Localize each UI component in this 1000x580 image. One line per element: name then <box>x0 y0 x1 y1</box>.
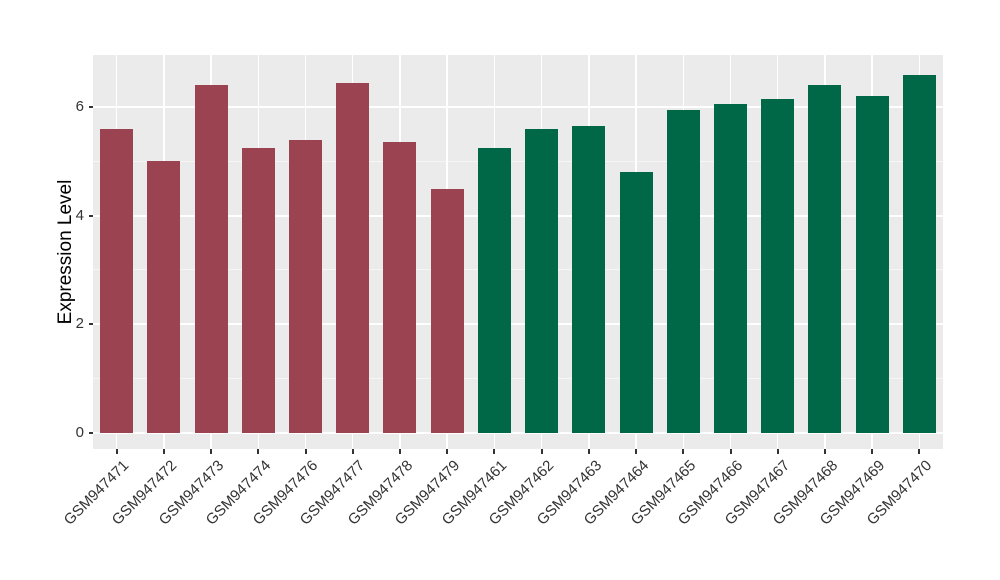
x-tick-mark <box>257 449 260 454</box>
x-tick-mark <box>115 449 118 454</box>
y-tick-mark <box>89 323 93 326</box>
bar-GSM947465 <box>666 109 700 433</box>
bar-GSM947467 <box>761 98 795 433</box>
x-tick-mark <box>635 449 638 454</box>
x-tick-mark <box>446 449 449 454</box>
bar-GSM947476 <box>288 139 323 433</box>
minor-gridline <box>93 269 943 271</box>
y-tick-label: 6 <box>75 98 84 116</box>
x-tick-mark <box>729 449 732 454</box>
plot-panel <box>93 55 943 449</box>
x-tick-mark <box>398 449 401 454</box>
minor-gridline <box>93 377 943 379</box>
y-tick-label: 4 <box>75 206 84 224</box>
x-tick-mark <box>823 449 826 454</box>
bar-GSM947478 <box>383 142 417 433</box>
major-gridline <box>93 323 943 326</box>
x-tick-mark <box>540 449 543 454</box>
bar-GSM947466 <box>713 104 748 433</box>
y-tick-mark <box>89 214 93 217</box>
x-tick-mark <box>210 449 213 454</box>
x-tick-mark <box>871 449 874 454</box>
x-tick-mark <box>587 449 590 454</box>
major-gridline <box>93 431 943 434</box>
bar-GSM947464 <box>619 172 653 433</box>
minor-gridline <box>93 160 943 162</box>
x-tick-mark <box>162 449 165 454</box>
major-gridline <box>93 106 943 109</box>
bar-GSM947462 <box>525 128 559 433</box>
bar-GSM947471 <box>100 128 134 433</box>
bar-GSM947470 <box>902 74 936 433</box>
y-axis-title-text: Expression Level <box>55 179 76 325</box>
bar-GSM947463 <box>572 126 606 433</box>
major-gridline <box>93 214 943 217</box>
bar-GSM947461 <box>477 147 511 433</box>
x-tick-mark <box>351 449 354 454</box>
bar-GSM947468 <box>808 85 842 433</box>
bar-GSM947479 <box>430 188 464 433</box>
y-tick-label: 0 <box>75 423 84 441</box>
y-tick-label: 2 <box>75 315 84 333</box>
x-tick-mark <box>918 449 921 454</box>
bar-GSM947469 <box>855 96 889 433</box>
bar-GSM947473 <box>194 85 228 433</box>
y-tick-mark <box>89 106 93 109</box>
bar-GSM947474 <box>241 147 275 433</box>
x-tick-mark <box>682 449 685 454</box>
x-tick-mark <box>493 449 496 454</box>
bar-GSM947477 <box>336 82 370 433</box>
x-tick-mark <box>776 449 779 454</box>
bar-GSM947472 <box>147 161 181 433</box>
x-tick-mark <box>304 449 307 454</box>
y-tick-mark <box>89 431 93 434</box>
